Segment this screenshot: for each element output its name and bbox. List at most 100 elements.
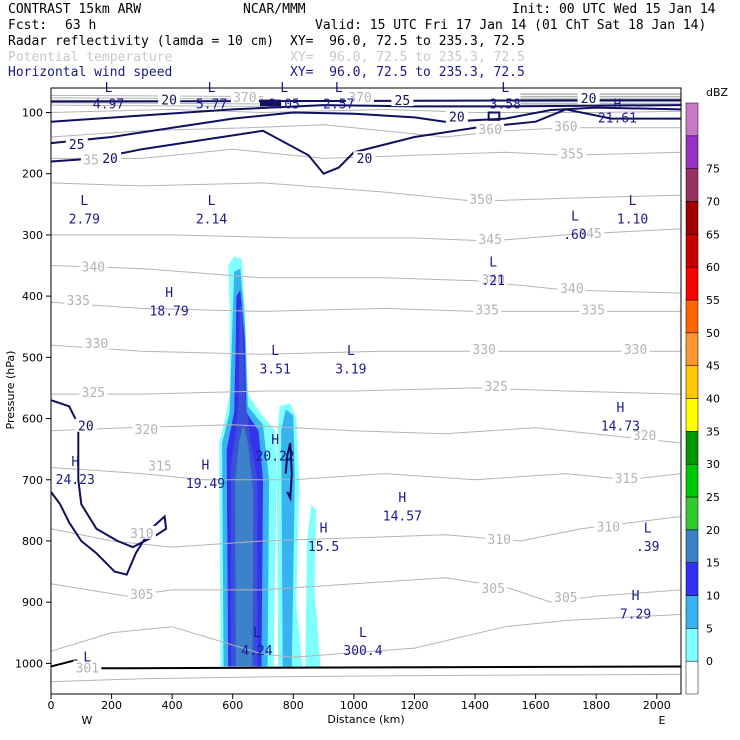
extremum-marker: L [629, 194, 637, 209]
refl-25dbz [235, 424, 254, 667]
colorbar-unit: dBZ [706, 86, 729, 99]
colorbar-label: 30 [706, 458, 720, 471]
theta-label-bg [479, 580, 508, 594]
wind-label-bg [577, 91, 600, 105]
y-tick-label: 500 [22, 351, 43, 364]
theta-label-bg [630, 427, 659, 441]
colorbar-box [685, 529, 699, 563]
colorbar-box [685, 628, 699, 662]
extremum-value: 1.10 [617, 213, 648, 228]
x-axis-title: Distance (km) [327, 713, 404, 726]
colorbar-box [685, 365, 699, 399]
theta-contour [50, 94, 264, 98]
refl-5dbz-far [305, 504, 321, 667]
colorbar-box [685, 496, 699, 531]
theta-label: 335 [475, 303, 498, 318]
wind-label: 25 [395, 94, 411, 109]
colorbar-label: 5 [706, 622, 713, 635]
theta-label-bg [612, 470, 641, 484]
colorbar-label: 40 [706, 393, 720, 406]
extremum-marker: H [398, 491, 406, 506]
field-reflectivity: Radar reflectivity (lamda = 10 cm) [8, 34, 275, 49]
colorbar-label: 25 [706, 491, 720, 504]
colorbar-layer: 0 5 10 15 20 25 30 35 40 45 50 55 60 65 70 75 [685, 102, 720, 695]
extremum-value: 7.29 [620, 607, 651, 622]
theta-label: 370 [348, 91, 371, 106]
colorbar-label: 15 [706, 557, 720, 570]
surface-line [50, 659, 682, 670]
theta-contour [50, 613, 682, 658]
extremum-value: 3.58 [490, 98, 521, 113]
theta-contour [50, 97, 264, 100]
theta-contour [51, 228, 682, 242]
theta-label: 305 [481, 582, 504, 597]
y-tick-label: 700 [22, 474, 43, 487]
theta-label-bg [576, 225, 605, 239]
extremum-marker: H [165, 286, 173, 301]
theta-label: 305 [554, 591, 577, 606]
theta-label: 301 [76, 662, 99, 677]
wind-contour [284, 442, 293, 502]
theta-label: 310 [597, 521, 620, 536]
extremum-marker: L [253, 626, 261, 641]
theta-contour [50, 516, 682, 548]
colorbar-box [685, 431, 699, 465]
y-tick-label: 400 [22, 290, 43, 303]
field-wind: Horizontal wind speed [8, 65, 173, 80]
theta-label-bg [470, 342, 499, 356]
colorbar-box [685, 332, 699, 366]
theta-contour [50, 182, 682, 202]
colorbar-box [685, 266, 699, 301]
wind-label: 20 [449, 111, 465, 126]
extremum-value: 4.97 [93, 98, 124, 113]
theta-contour [50, 301, 681, 312]
extremum-value: 2.05 [269, 98, 300, 113]
theta-label-bg [64, 293, 93, 307]
theta-label-bg [132, 421, 161, 435]
theta-label: 370 [233, 91, 256, 106]
y-tick-label: 100 [22, 106, 43, 119]
extremum-marker: H [617, 401, 625, 416]
extremum-value: 19.49 [186, 477, 225, 492]
theta-label: 310 [130, 527, 153, 542]
colorbar-box [685, 135, 699, 169]
theta-label-bg [476, 232, 505, 246]
wind-label: 20 [357, 152, 373, 167]
x-tick-label: 600 [222, 699, 243, 712]
theta-label-bg [230, 90, 259, 104]
extremum-value: 4.24 [241, 644, 272, 659]
theta-label-bg [557, 281, 586, 294]
extremum-marker: H [320, 522, 328, 537]
x-tick-label: 0 [48, 699, 55, 712]
extremum-value: 2.79 [69, 213, 100, 228]
colorbar-label: 60 [706, 261, 720, 274]
extremum-value: .60 [563, 228, 586, 243]
wind-label-bg [99, 151, 122, 165]
theta-label: 340 [481, 273, 504, 288]
wind-label-bg [391, 93, 414, 107]
theta-label: 345 [478, 233, 501, 248]
theta-label: 360 [478, 123, 501, 138]
theta-label: 330 [85, 337, 108, 352]
theta-label: 315 [615, 472, 638, 487]
x-tick-label: 1600 [522, 699, 550, 712]
theta-label: 325 [82, 386, 105, 401]
extremum-marker: H [613, 98, 621, 113]
extremum-marker: L [571, 210, 579, 225]
wind-label-bg [65, 137, 88, 151]
theta-label: 325 [484, 380, 507, 395]
colorbar-label: 65 [706, 228, 720, 241]
extremum-marker: H [202, 459, 210, 474]
extremum-marker: L [489, 255, 497, 270]
extremum-value: 20.22 [256, 449, 295, 464]
wind-label-bg [353, 151, 376, 165]
theta-label: 335 [67, 294, 90, 309]
x-tick-label: 1400 [461, 699, 489, 712]
extremum-value: 5.77 [196, 98, 227, 113]
y-tick-label: 200 [22, 168, 43, 181]
extremum-marker: L [359, 626, 367, 641]
plot-frame [50, 87, 682, 695]
wind-label-bg [74, 418, 97, 432]
theta-label-bg [73, 660, 102, 674]
